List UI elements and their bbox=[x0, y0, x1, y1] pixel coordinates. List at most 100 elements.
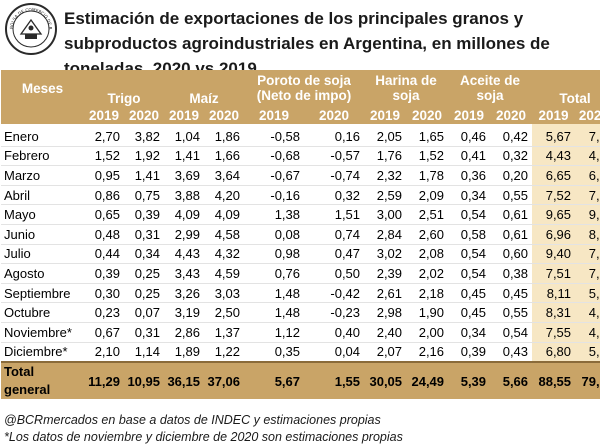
value-cell: 0,86 bbox=[94, 187, 120, 203]
grand-total-cell: 36,15 bbox=[164, 361, 204, 400]
value-cell: -0,23 bbox=[330, 305, 361, 321]
value-cell: 0,39 bbox=[94, 265, 120, 281]
value-cell: 1,41 bbox=[174, 148, 200, 164]
total-value-cell: 9,10 bbox=[575, 204, 600, 225]
value-cell: 0,42 bbox=[502, 128, 529, 144]
total-value-cell: 7,51 bbox=[532, 263, 576, 284]
value-cell: 0,55 bbox=[502, 305, 529, 321]
table-row: Septiembre 0,30 0,25 3,26 3,03 1,48 -0,42 2,61 2… bbox=[1, 283, 600, 303]
month-cell: Diciembre* bbox=[4, 344, 68, 360]
value-cell: 0,34 bbox=[460, 187, 487, 203]
value-cell: 2,39 bbox=[376, 265, 403, 281]
value-cell: 0,35 bbox=[274, 344, 301, 360]
total-value-cell: 4,78 bbox=[575, 302, 600, 323]
value-cell: 0,23 bbox=[94, 305, 120, 321]
value-cell: 0,30 bbox=[94, 285, 120, 301]
total-value-cell: 7,81 bbox=[575, 244, 600, 264]
value-cell: 0,74 bbox=[334, 226, 361, 242]
total-value-cell: 9,65 bbox=[532, 204, 576, 225]
total-value-cell: 7,72 bbox=[575, 263, 600, 284]
header-year: 2020 bbox=[490, 106, 533, 124]
table-row: Marzo 0,95 1,41 3,69 3,64 -0,67 -0,74 2,32 1,78 0… bbox=[1, 165, 600, 186]
value-cell: 0,20 bbox=[502, 167, 529, 183]
value-cell: 2,59 bbox=[376, 187, 403, 203]
table-row: Mayo 0,65 0,39 4,09 4,09 1,38 1,51 3,00 2,51 0,54… bbox=[1, 204, 600, 225]
value-cell: 0,44 bbox=[94, 246, 120, 262]
total-value-cell: 5,67 bbox=[532, 124, 576, 147]
header-year: 2019 bbox=[84, 106, 124, 124]
value-cell: 0,07 bbox=[134, 305, 160, 321]
header-year: 2020 bbox=[304, 106, 365, 124]
value-cell: 0,65 bbox=[94, 207, 120, 223]
month-cell: Junio bbox=[4, 226, 36, 242]
value-cell: 0,25 bbox=[134, 285, 160, 301]
table-row: Julio 0,44 0,34 4,43 4,32 0,98 0,47 3,02 2,08 0,5… bbox=[1, 244, 600, 264]
month-cell: Febrero bbox=[4, 148, 50, 164]
header-year: 2019 bbox=[244, 106, 305, 124]
value-cell: 3,19 bbox=[174, 305, 200, 321]
value-cell: 0,41 bbox=[460, 148, 487, 164]
value-cell: 2,08 bbox=[418, 246, 445, 262]
grand-total-cell: 88,55 bbox=[532, 361, 576, 400]
value-cell: 1,48 bbox=[274, 285, 301, 301]
value-cell: 1,41 bbox=[134, 167, 160, 183]
value-cell: 1,92 bbox=[134, 148, 160, 164]
value-cell: 0,43 bbox=[502, 344, 529, 360]
header-poroto-soja-line2: (Neto de impo) bbox=[244, 88, 365, 106]
total-value-cell: 4,00 bbox=[575, 322, 600, 343]
value-cell: -0,68 bbox=[270, 148, 301, 164]
total-value-cell: 8,11 bbox=[532, 283, 576, 303]
value-cell: 0,55 bbox=[502, 187, 529, 203]
value-cell: 0,45 bbox=[502, 285, 529, 301]
value-cell: 2,02 bbox=[418, 265, 445, 281]
month-cell: Marzo bbox=[4, 167, 41, 183]
month-cell: Septiembre bbox=[4, 285, 71, 301]
value-cell: 0,60 bbox=[502, 246, 529, 262]
total-value-cell: 6,29 bbox=[575, 165, 600, 186]
grand-total-cell: 11,29 bbox=[84, 361, 124, 400]
value-cell: 4,20 bbox=[214, 187, 241, 203]
value-cell: 2,99 bbox=[174, 226, 200, 242]
month-cell: Abril bbox=[4, 187, 31, 203]
header-year-blank bbox=[1, 106, 84, 124]
estimate-footnote: *Los datos de noviembre y diciembre de 2… bbox=[4, 430, 403, 444]
value-cell: 2,61 bbox=[376, 285, 403, 301]
value-cell: 3,88 bbox=[174, 187, 200, 203]
value-cell: 1,86 bbox=[214, 128, 241, 144]
grand-total-cell: 10,95 bbox=[124, 361, 164, 400]
value-cell: 0,39 bbox=[460, 344, 487, 360]
value-cell: 3,69 bbox=[174, 167, 200, 183]
value-cell: 0,48 bbox=[94, 226, 120, 242]
value-cell: 0,58 bbox=[460, 226, 487, 242]
table-row: Agosto 0,39 0,25 3,43 4,59 0,76 0,50 2,39 2,02 0,… bbox=[1, 263, 600, 284]
value-cell: 0,50 bbox=[334, 265, 361, 281]
value-cell: 4,43 bbox=[174, 246, 200, 262]
header-aceite-soja-line1: Aceite de bbox=[448, 70, 533, 88]
value-cell: 1,22 bbox=[214, 344, 241, 360]
value-cell: 0,39 bbox=[134, 207, 160, 223]
value-cell: 1,78 bbox=[418, 167, 445, 183]
value-cell: 3,64 bbox=[214, 167, 241, 183]
total-value-cell: 8,31 bbox=[532, 302, 576, 323]
header-year: 2020* bbox=[575, 106, 600, 124]
value-cell: 0,54 bbox=[502, 324, 529, 340]
header-harina-soja-line1: Harina de bbox=[364, 70, 449, 88]
value-cell: 3,00 bbox=[376, 207, 403, 223]
value-cell: 0,32 bbox=[502, 148, 529, 164]
value-cell: 2,10 bbox=[94, 344, 120, 360]
value-cell: 0,46 bbox=[460, 128, 487, 144]
value-cell: 1,48 bbox=[274, 305, 301, 321]
value-cell: 2,84 bbox=[376, 226, 403, 242]
table-row: Enero 2,70 3,82 1,04 1,86 -0,58 0,16 2,05 1,65 0,… bbox=[1, 124, 600, 147]
value-cell: 2,09 bbox=[418, 187, 445, 203]
value-cell: 1,52 bbox=[418, 148, 445, 164]
value-cell: 3,43 bbox=[174, 265, 200, 281]
total-value-cell: 4,85 bbox=[575, 146, 600, 166]
month-cell: Enero bbox=[4, 128, 39, 144]
value-cell: -0,42 bbox=[330, 285, 361, 301]
value-cell: 2,40 bbox=[376, 324, 403, 340]
value-cell: 0,75 bbox=[134, 187, 160, 203]
header-year: 2019 bbox=[364, 106, 407, 124]
value-cell: 0,36 bbox=[460, 167, 487, 183]
value-cell: 4,58 bbox=[214, 226, 241, 242]
